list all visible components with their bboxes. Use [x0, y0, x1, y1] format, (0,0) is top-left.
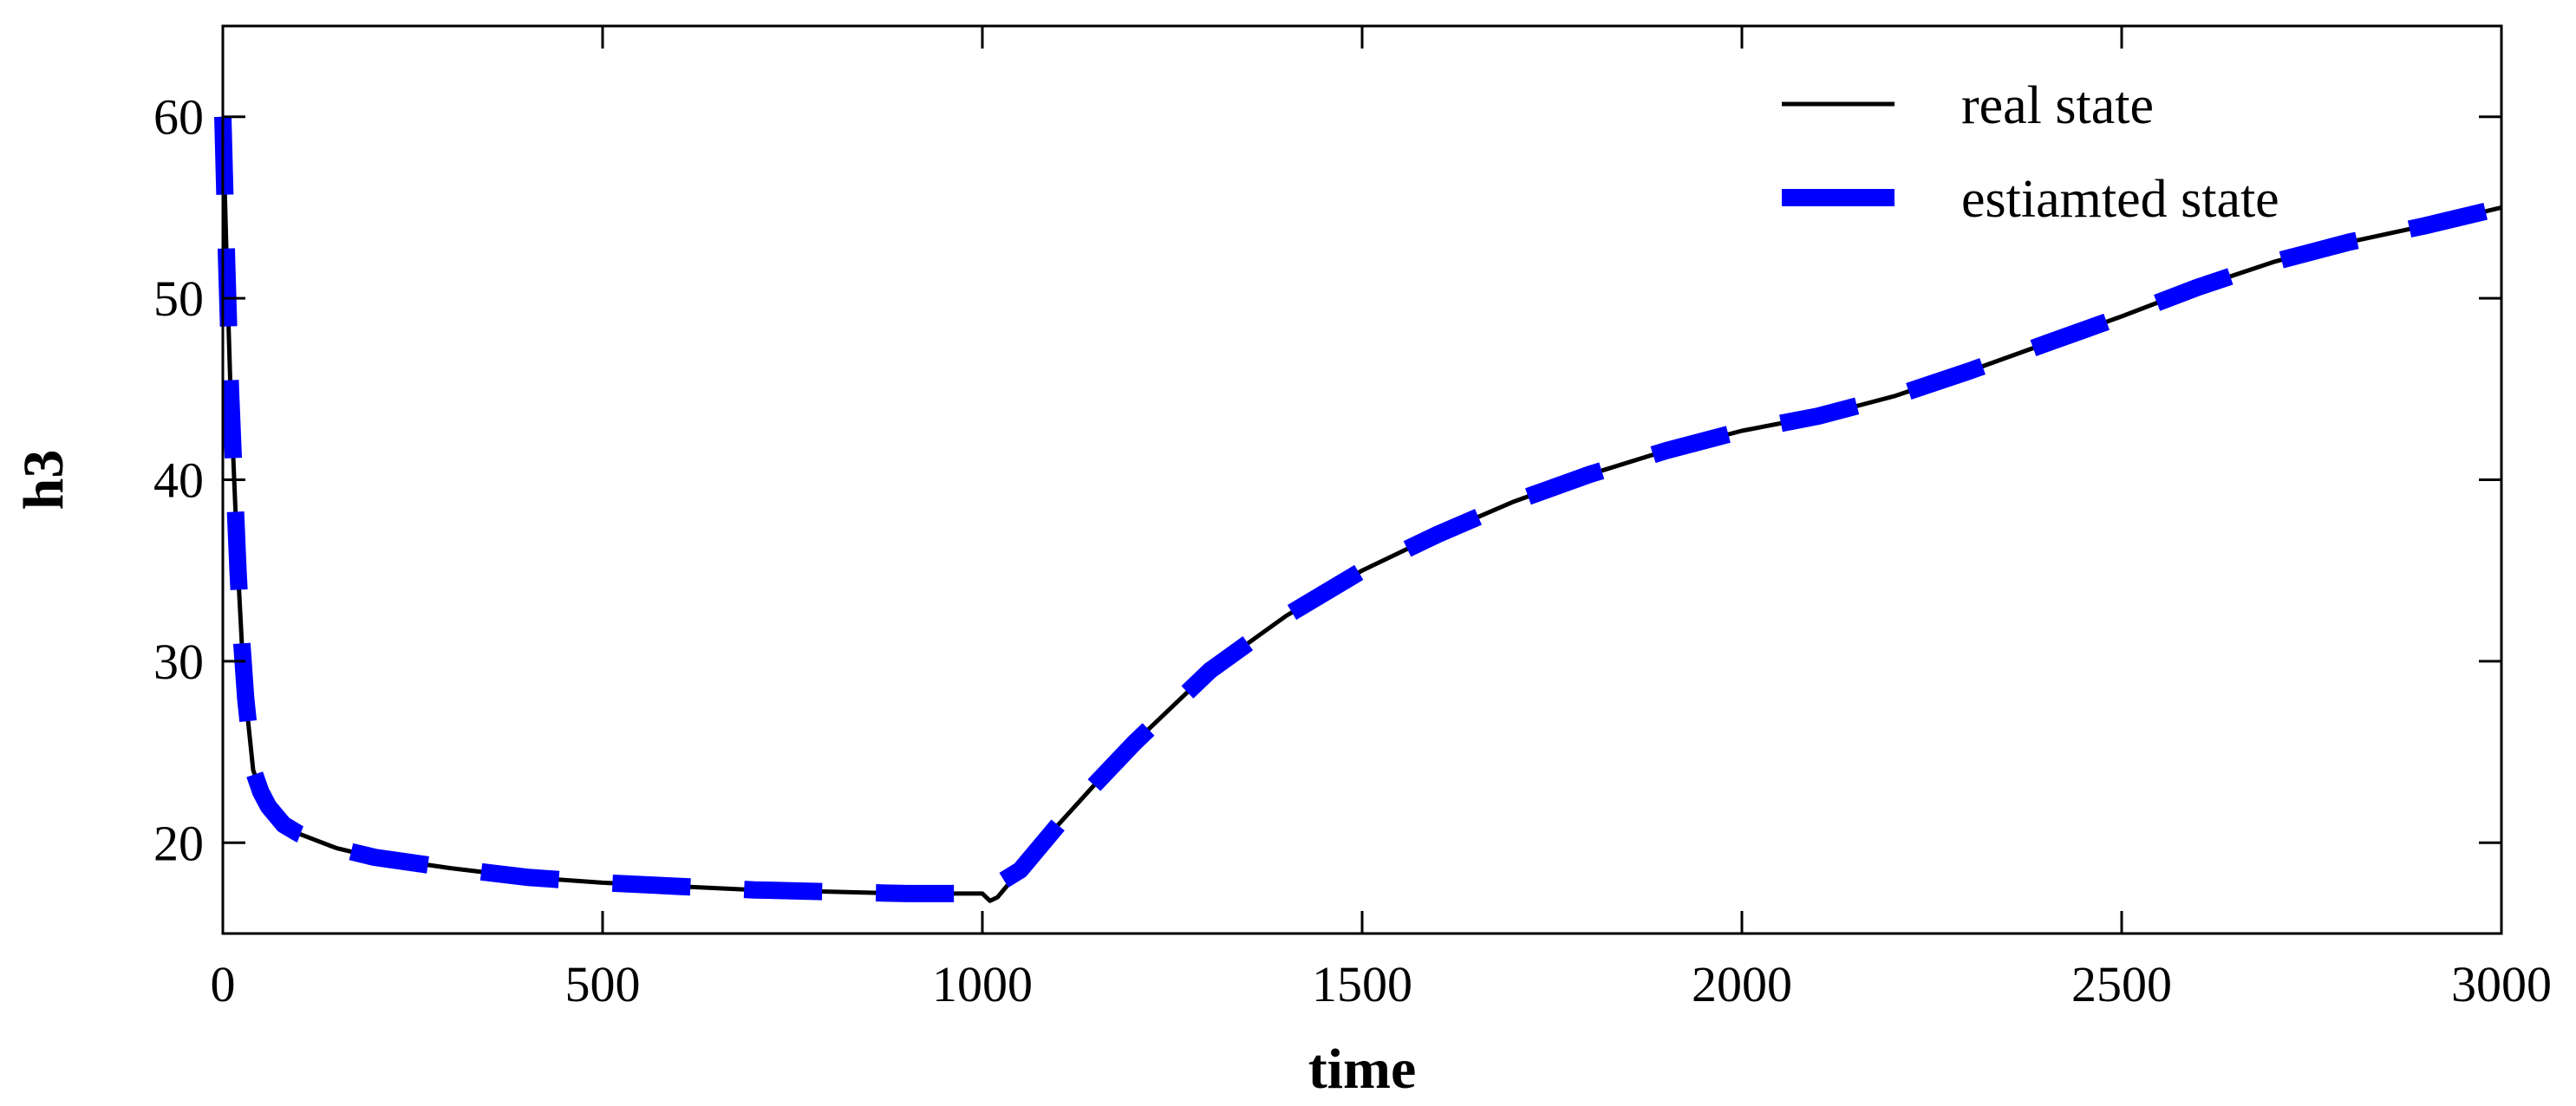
x-tick-label-5: 2500 [2071, 956, 2172, 1012]
legend-label-real-state: real state [1961, 76, 2154, 135]
x-tick-label-1: 500 [565, 956, 641, 1012]
legend: real state estiamted state [1782, 76, 2279, 229]
series-line-1 [214, 116, 2504, 902]
ticks-layer: 0 500 1000 1500 2000 2500 3000 20 30 40 50 60 [153, 26, 2552, 1012]
series-line-0 [220, 116, 2502, 903]
series-layer [214, 116, 2504, 903]
x-tick-label-4: 2000 [1692, 956, 1792, 1012]
y-tick-label-0: 20 [153, 815, 204, 871]
y-axis-title: h3 [12, 450, 75, 511]
x-axis-title: time [1308, 1038, 1417, 1101]
x-tick-label-3: 1500 [1312, 956, 1412, 1012]
y-tick-label-2: 40 [153, 452, 204, 509]
legend-label-estimated-state: estiamted state [1961, 170, 2279, 229]
x-tick-label-6: 3000 [2451, 956, 2552, 1012]
x-tick-label-2: 1000 [932, 956, 1033, 1012]
y-tick-label-4: 60 [153, 89, 204, 146]
plot-frame [221, 24, 2503, 935]
y-tick-label-3: 50 [153, 270, 204, 327]
x-tick-label-0: 0 [211, 956, 236, 1012]
y-tick-label-1: 30 [153, 634, 204, 690]
